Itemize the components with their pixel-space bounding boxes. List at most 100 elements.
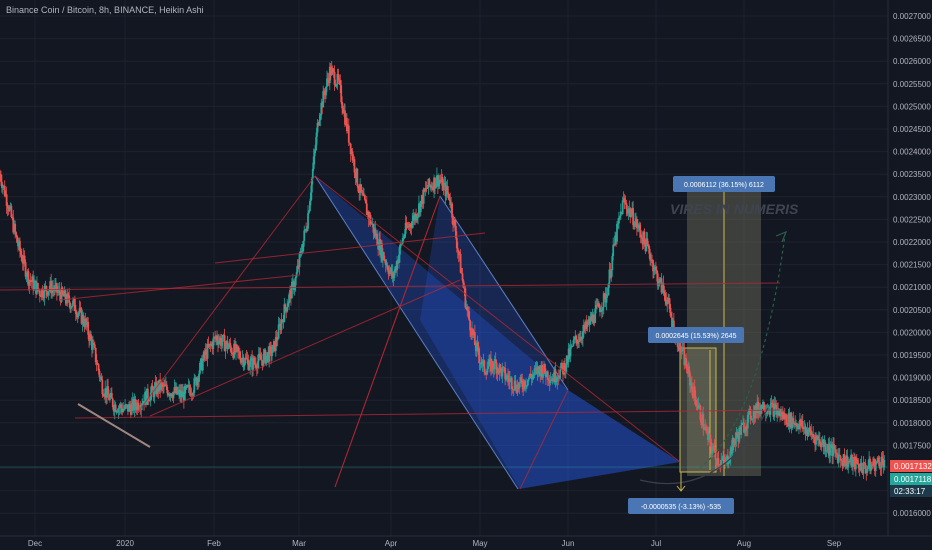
- candle-body: [602, 293, 605, 308]
- candle-body: [174, 387, 177, 393]
- candle-body: [468, 311, 471, 321]
- candle-body: [27, 271, 30, 286]
- candle-body: [470, 330, 472, 336]
- candle-body: [581, 338, 583, 340]
- candle-body: [283, 304, 286, 322]
- candle-body: [823, 442, 826, 447]
- candle-body: [550, 379, 553, 381]
- time-axis[interactable]: Dec 2020 Feb Mar Apr May Jun Jul Aug Sep: [0, 535, 932, 548]
- candle-body: [327, 78, 329, 80]
- candle-body: [579, 337, 581, 342]
- measure-label-bg: [628, 498, 734, 514]
- candle-body: [329, 66, 332, 76]
- candle-body: [620, 211, 623, 214]
- candle-body: [452, 217, 454, 226]
- candle-body: [317, 122, 320, 126]
- candle-body: [375, 233, 378, 237]
- candle-body: [433, 177, 435, 191]
- candle-body: [856, 463, 859, 465]
- time-tick-label: Apr: [385, 539, 398, 548]
- candle-body: [474, 345, 477, 351]
- candle-body: [81, 315, 84, 324]
- candle-body: [405, 222, 408, 228]
- candle-body: [324, 94, 326, 96]
- candle-body: [195, 377, 198, 386]
- price-tag-text: 0.0017132: [894, 462, 932, 471]
- candle-body: [280, 320, 283, 330]
- candle-body: [359, 184, 362, 193]
- candle-body: [707, 430, 709, 440]
- candle-body: [244, 357, 247, 364]
- candle-body: [610, 270, 613, 278]
- candle-body: [91, 339, 93, 350]
- candle-body: [228, 343, 231, 347]
- candle-body: [3, 185, 6, 196]
- candle-body: [265, 355, 268, 364]
- candle-body: [465, 306, 468, 308]
- candle-body: [816, 435, 818, 437]
- candle-body: [738, 427, 741, 442]
- candle-body: [361, 191, 363, 193]
- candle-body: [825, 451, 828, 452]
- candle-body: [695, 405, 698, 406]
- time-tick-label: Jun: [562, 539, 575, 548]
- candle-body: [704, 426, 707, 430]
- candle-body: [683, 348, 686, 366]
- candle-body: [867, 466, 870, 470]
- candle-body: [425, 188, 428, 189]
- candle-body: [587, 319, 590, 324]
- candle-body: [556, 377, 559, 382]
- candle-body: [806, 429, 809, 437]
- candle-body: [700, 420, 703, 426]
- drawing-overlays: [0, 175, 888, 492]
- candle-body: [319, 115, 322, 121]
- candle-body: [229, 343, 232, 348]
- candle-body: [783, 413, 786, 420]
- candle-body: [187, 385, 190, 387]
- trend-line: [0, 282, 781, 291]
- candle-body: [690, 382, 693, 389]
- candle-body: [277, 324, 280, 339]
- candle-body: [43, 286, 46, 299]
- candle-body: [794, 423, 797, 426]
- candle-body: [504, 367, 507, 380]
- candle-body: [122, 409, 125, 412]
- candle-body: [684, 358, 687, 366]
- candle-body: [539, 369, 542, 377]
- candle-body: [495, 362, 498, 374]
- candle-body: [243, 363, 246, 367]
- candle-body: [11, 217, 14, 218]
- candle-body: [636, 218, 638, 229]
- candle-body: [38, 290, 41, 296]
- price-axis[interactable]: 0.0027000 0.0026500 0.0026000 0.0025500 0.00…: [887, 0, 932, 550]
- candle-body: [657, 283, 660, 286]
- candle-body: [790, 412, 793, 428]
- candle-body: [770, 402, 773, 405]
- candle-body: [179, 389, 181, 398]
- candle-body: [714, 451, 717, 460]
- candle-body: [879, 467, 882, 469]
- candle-body: [855, 457, 858, 464]
- price-tick-label: 0.0026500: [893, 35, 931, 44]
- candle-body: [618, 215, 621, 218]
- candle-body: [490, 358, 492, 372]
- price-tick-label: 0.0024500: [893, 125, 931, 134]
- candle-body: [408, 224, 411, 228]
- candle-body: [518, 382, 521, 389]
- candle-body: [53, 289, 55, 291]
- candle-body: [493, 359, 496, 370]
- candle-body: [214, 337, 217, 339]
- candle-body: [494, 359, 497, 363]
- candle-body: [241, 357, 244, 360]
- candle-body: [300, 251, 303, 253]
- candle-body: [725, 459, 727, 463]
- candle-body: [104, 388, 107, 397]
- candle-body: [736, 432, 739, 436]
- candle-body: [15, 232, 18, 236]
- candle-body: [211, 343, 214, 349]
- candle-body: [235, 344, 237, 353]
- chart-grid: [0, 0, 888, 536]
- candle-body: [464, 288, 467, 308]
- candle-body: [238, 351, 241, 358]
